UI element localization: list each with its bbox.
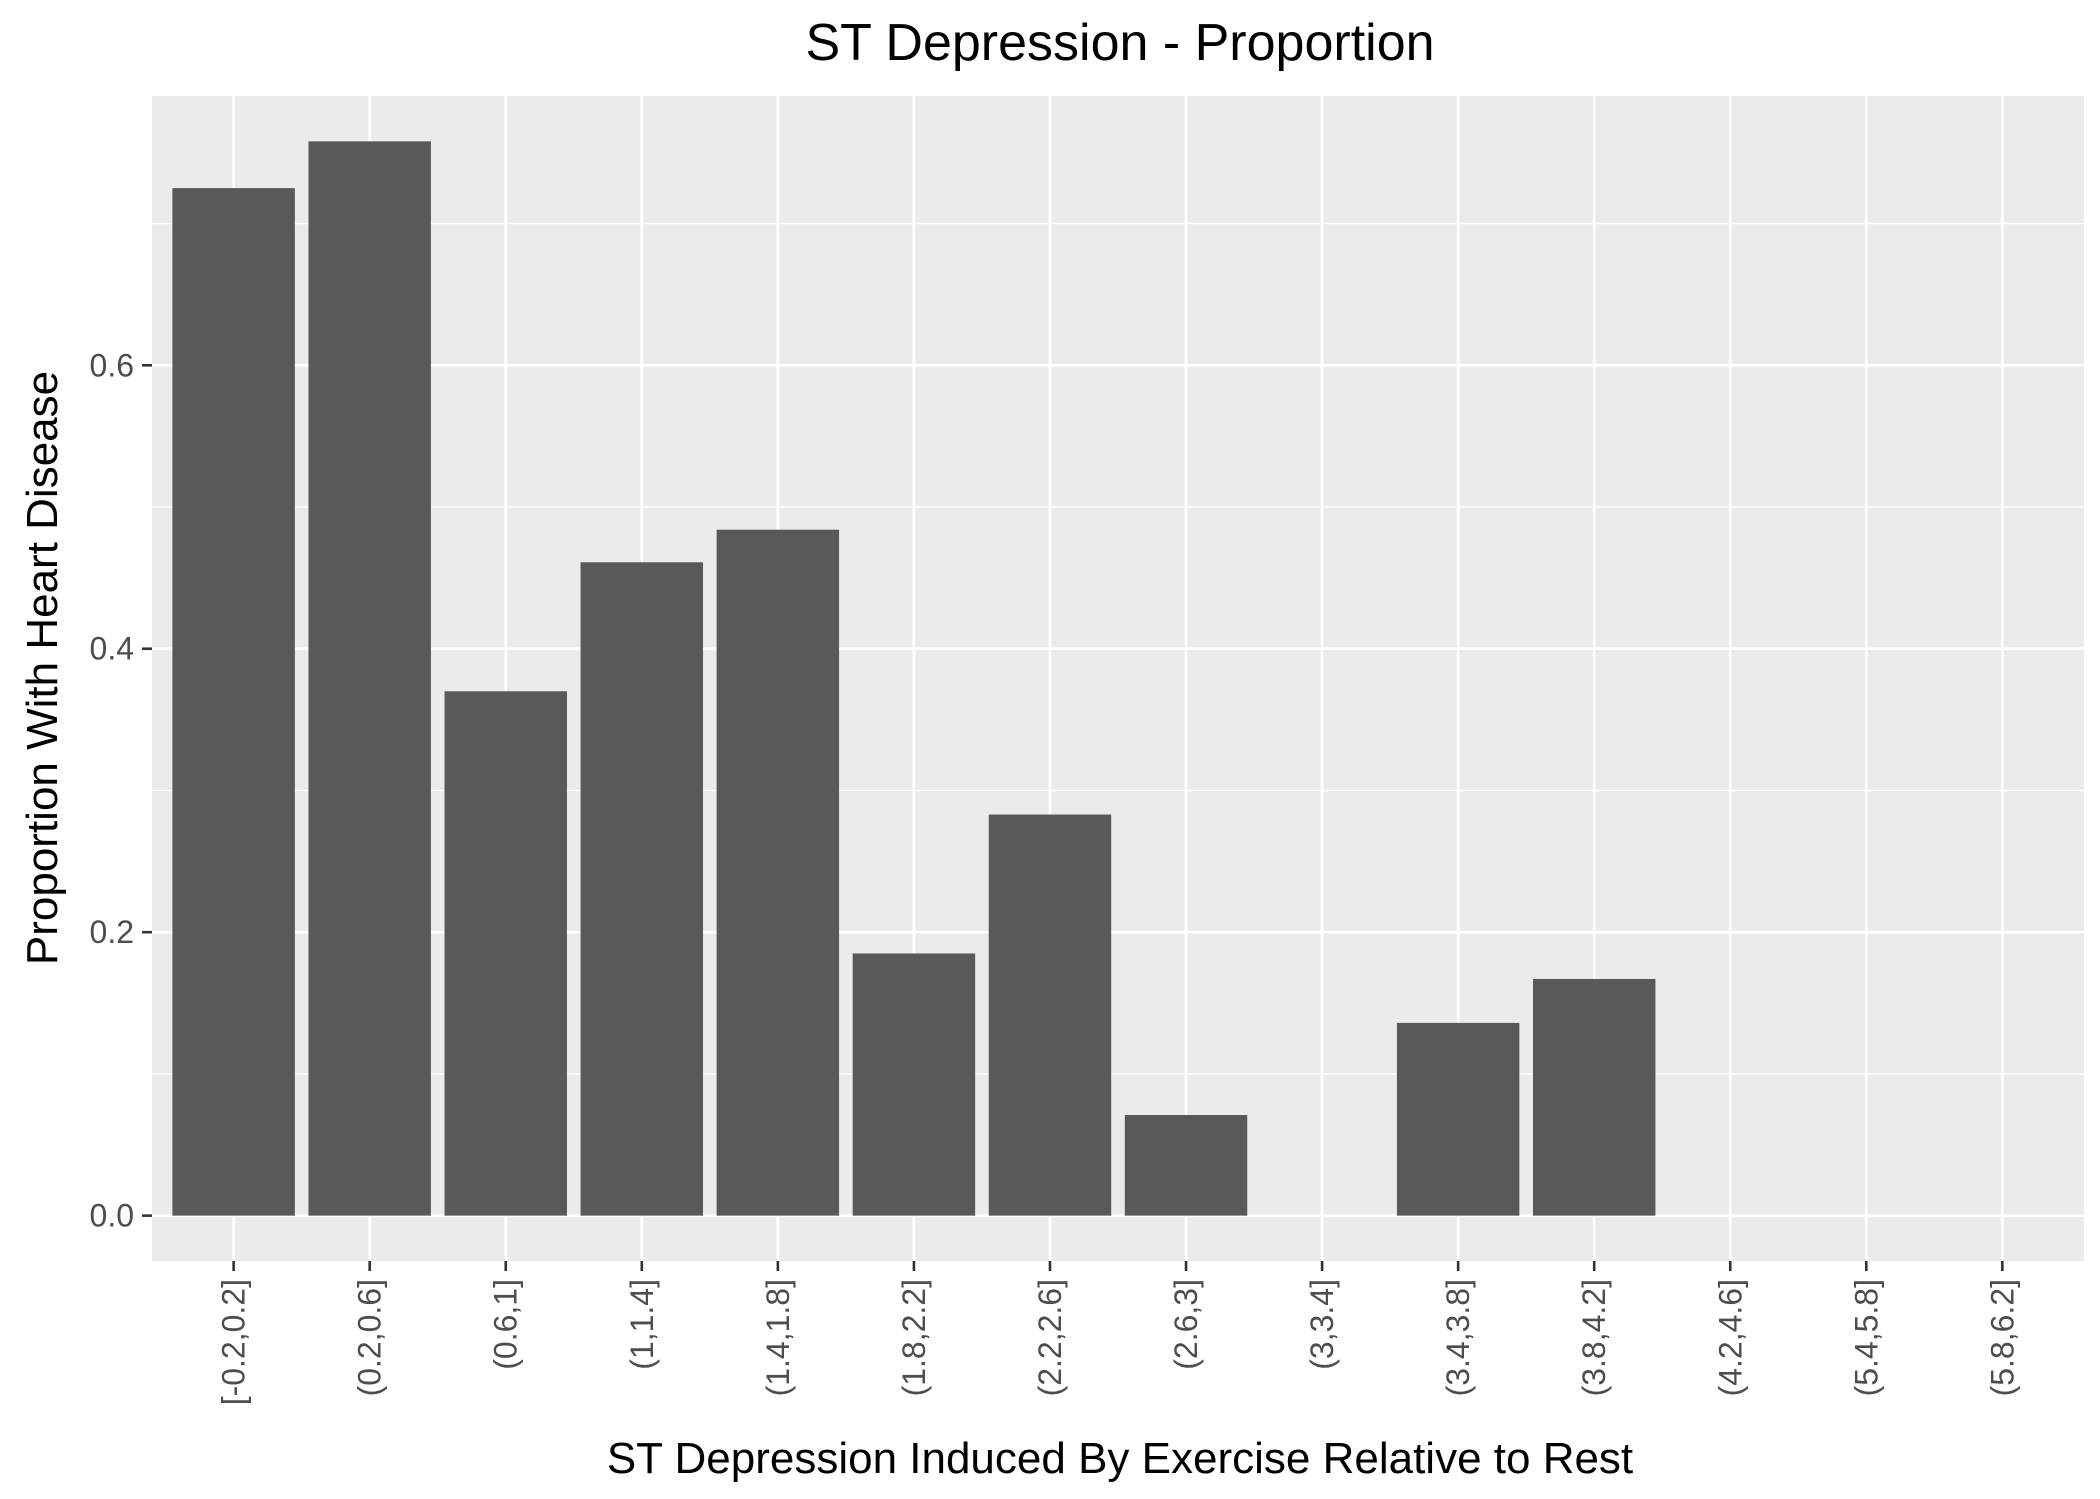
bar	[988, 814, 1112, 1216]
bar	[1124, 1115, 1248, 1216]
x-tick-label: (3.4,3.8]	[1440, 1279, 1476, 1396]
y-tick-label: 0.2	[90, 914, 134, 950]
x-tick-label: (5.8,6.2]	[1984, 1279, 2020, 1396]
x-tick-label: [-0.2,0.2]	[216, 1279, 252, 1405]
y-axis: 0.0 0.2 0.4 0.6	[90, 347, 152, 1234]
x-tick-label: (4.2,4.6]	[1712, 1279, 1748, 1396]
bar	[1532, 978, 1656, 1216]
bar	[852, 953, 976, 1216]
x-tick-label: (1.8,2.2]	[896, 1279, 932, 1396]
x-tick-label: (1,1.4]	[624, 1279, 660, 1370]
chart-title: ST Depression - Proportion	[805, 14, 1434, 72]
y-axis-title: Proportion With Heart Disease	[18, 371, 67, 965]
x-tick-label: (3,3.4]	[1304, 1279, 1340, 1370]
x-tick-label: (1.4,1.8]	[760, 1279, 796, 1396]
bar	[172, 188, 295, 1216]
x-axis: [-0.2,0.2] (0.2,0.6] (0.6,1] (1,1.4] (1.4,1.…	[216, 1261, 2020, 1405]
x-axis-title: ST Depression Induced By Exercise Relati…	[607, 1434, 1633, 1483]
bar	[580, 562, 704, 1216]
bars	[172, 141, 1656, 1216]
plot-panel	[152, 96, 2084, 1261]
x-tick-label: (2.6,3]	[1168, 1279, 1204, 1370]
bar	[716, 529, 840, 1216]
bar	[1396, 1022, 1520, 1216]
y-tick-label: 0.0	[90, 1198, 134, 1234]
y-tick-label: 0.4	[90, 631, 134, 667]
x-tick-label: (3.8,4.2]	[1576, 1279, 1612, 1396]
x-tick-label: (0.2,0.6]	[352, 1279, 388, 1396]
x-tick-label: (2.2,2.6]	[1032, 1279, 1068, 1396]
x-tick-label: (5.4,5.8]	[1848, 1279, 1884, 1396]
y-tick-label: 0.6	[90, 347, 134, 383]
bar	[444, 691, 567, 1216]
x-tick-label: (0.6,1]	[488, 1279, 524, 1370]
bar	[308, 141, 431, 1216]
